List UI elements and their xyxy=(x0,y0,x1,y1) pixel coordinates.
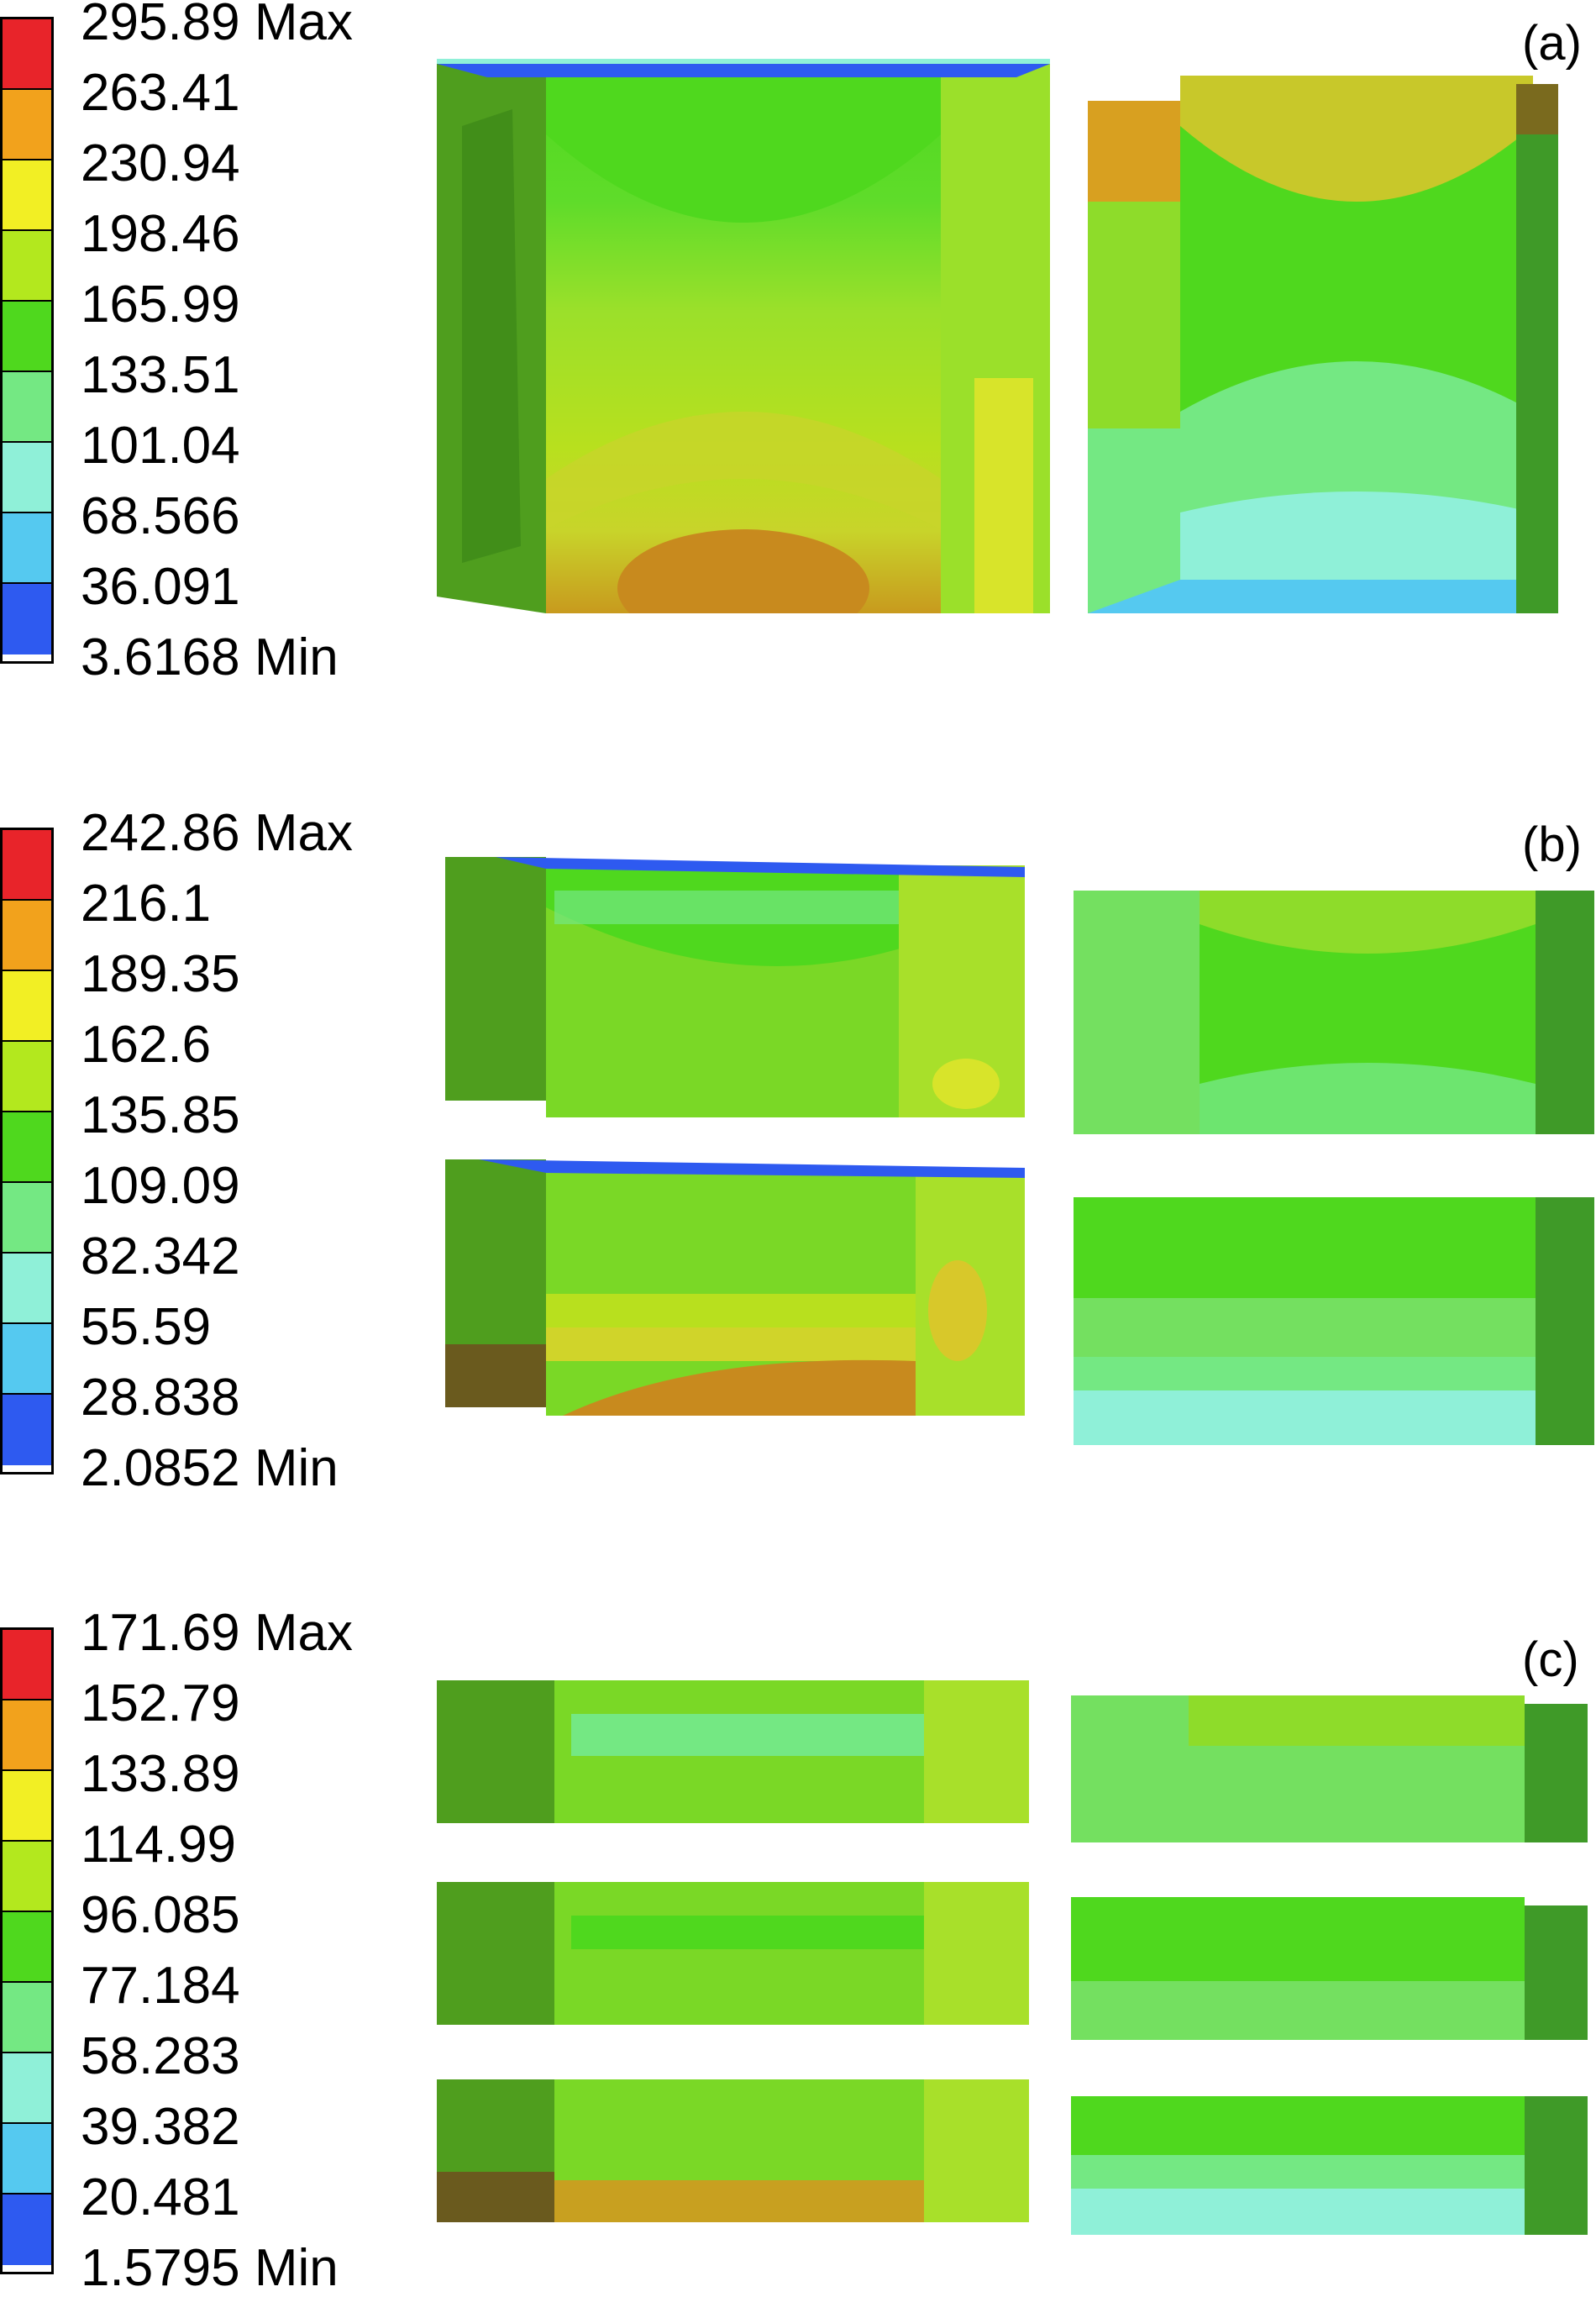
legend-b-label: 189.35 xyxy=(81,945,240,1003)
model-c-left-3 xyxy=(437,2079,1029,2222)
legend-b-label: 216.1 xyxy=(81,875,212,933)
legend-b-colorbar xyxy=(0,828,54,1474)
model-c-left-1 xyxy=(437,1680,1029,1823)
legend-c-label: 114.99 xyxy=(81,1816,237,1874)
legend-c-label: 58.283 xyxy=(81,2027,240,2085)
legend-a-label: 198.46 xyxy=(81,205,240,263)
model-b-right-top xyxy=(1074,891,1594,1134)
legend-c-colorbar xyxy=(0,1627,54,2274)
legend-c-label-max: 171.69 Max xyxy=(81,1604,353,1662)
legend-c-label: 39.382 xyxy=(81,2098,240,2156)
legend-b-label: 55.59 xyxy=(81,1298,212,1356)
legend-a-label-max: 295.89 Max xyxy=(81,0,353,51)
model-c-right-1 xyxy=(1071,1695,1588,1842)
legend-c-label-min: 1.5795 Min xyxy=(81,2239,339,2297)
panel-label-c: (c) xyxy=(1522,1632,1579,1687)
legend-c-label: 20.481 xyxy=(81,2168,240,2226)
legend-a-label: 36.091 xyxy=(81,558,240,616)
model-b-left-bottom xyxy=(445,1159,1025,1416)
model-c-right-2 xyxy=(1071,1897,1588,2040)
legend-c-label: 133.89 xyxy=(81,1745,240,1803)
model-a-left xyxy=(437,59,1050,613)
legend-a-label: 133.51 xyxy=(81,346,240,404)
model-b-left-top xyxy=(445,857,1025,1117)
legend-c-label: 152.79 xyxy=(81,1674,240,1732)
model-a-right xyxy=(1088,76,1558,613)
legend-a-label: 230.94 xyxy=(81,134,240,192)
legend-a-label: 101.04 xyxy=(81,417,240,475)
legend-a-label: 165.99 xyxy=(81,276,240,334)
panel-label-b: (b) xyxy=(1522,817,1582,872)
legend-a-label: 68.566 xyxy=(81,487,240,545)
panel-label-a: (a) xyxy=(1522,16,1582,71)
legend-b-label-max: 242.86 Max xyxy=(81,804,353,862)
model-c-right-3 xyxy=(1071,2096,1588,2235)
legend-b-label-min: 2.0852 Min xyxy=(81,1439,339,1497)
legend-a-colorbar xyxy=(0,17,54,664)
legend-b-label: 162.6 xyxy=(81,1016,212,1074)
legend-b-label: 109.09 xyxy=(81,1157,240,1215)
legend-b-label: 82.342 xyxy=(81,1227,240,1285)
model-c-left-2 xyxy=(437,1882,1029,2025)
model-b-right-bottom xyxy=(1074,1197,1594,1445)
legend-b-label: 135.85 xyxy=(81,1086,240,1144)
legend-b-label: 28.838 xyxy=(81,1369,240,1427)
legend-a-label-min: 3.6168 Min xyxy=(81,628,339,686)
legend-a-label: 263.41 xyxy=(81,64,240,122)
legend-c-label: 96.085 xyxy=(81,1886,240,1944)
legend-c-label: 77.184 xyxy=(81,1957,240,2015)
